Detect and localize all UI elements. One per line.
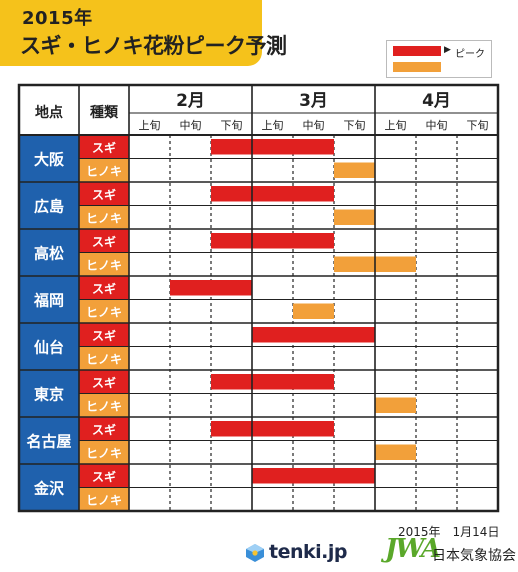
location-cell (19, 417, 79, 464)
legend-hinoki-swatch (393, 62, 441, 72)
location-label: 高松 (34, 245, 64, 263)
sugi-type-cell (79, 464, 129, 488)
period-label: 中旬 (180, 119, 202, 132)
legend-arrow-icon: ▶ (444, 45, 451, 55)
sugi-type-cell (79, 276, 129, 300)
legend-sugi-swatch (393, 46, 441, 56)
sugi-peak-bar (170, 280, 252, 296)
chart-title: スギ・ヒノキ花粉ピーク予測 (20, 34, 287, 58)
grid-row (129, 346, 498, 370)
location-cell (19, 370, 79, 417)
hinoki-peak-bar (375, 444, 416, 460)
type-label: スギ (92, 469, 116, 484)
title-banner: 2015年 スギ・ヒノキ花粉ピーク予測 (0, 0, 287, 66)
tenki-logo-icon (246, 544, 264, 562)
location-header: 地点 (35, 104, 63, 121)
sugi-type-cell (79, 229, 129, 253)
type-label: ヒノキ (86, 493, 122, 507)
type-label: ヒノキ (86, 164, 122, 178)
grid-row (129, 205, 498, 229)
hinoki-type-cell (79, 487, 129, 511)
month-label: 2月 (176, 91, 205, 111)
month-label: 4月 (422, 91, 451, 111)
location-cell (19, 276, 79, 323)
sugi-type-cell (79, 182, 129, 206)
type-label: ヒノキ (86, 305, 122, 319)
hinoki-type-cell (79, 205, 129, 229)
period-label: 上旬 (139, 119, 161, 132)
location-label: 福岡 (33, 292, 64, 310)
legend: ▶ ピーク (386, 40, 492, 78)
sugi-peak-bar (211, 421, 334, 437)
location-cell (19, 323, 79, 370)
hinoki-type-cell (79, 158, 129, 182)
title-year: 2015年 (22, 8, 93, 29)
issue-date: 2015年 1月14日 (398, 525, 500, 539)
type-label: スギ (92, 375, 116, 390)
period-label: 中旬 (303, 119, 325, 132)
table-border (17, 83, 500, 513)
type-label: ヒノキ (86, 258, 122, 272)
location-label: 仙台 (34, 339, 64, 357)
period-label: 下旬 (344, 119, 366, 132)
type-label: スギ (92, 234, 116, 249)
period-label: 下旬 (221, 119, 243, 132)
sugi-peak-bar (211, 186, 334, 202)
type-label: ヒノキ (86, 446, 122, 460)
legend-label: ピーク (455, 49, 485, 60)
sugi-peak-bar (252, 327, 375, 343)
type-label: ヒノキ (86, 399, 122, 413)
tenki-logo-text: tenki.jp (269, 541, 347, 563)
hinoki-type-cell (79, 346, 129, 370)
location-cell (19, 182, 79, 229)
header-background (19, 85, 498, 135)
hinoki-type-cell (79, 252, 129, 276)
hinoki-peak-bar (334, 209, 375, 225)
period-label: 中旬 (426, 119, 448, 132)
period-label: 上旬 (262, 119, 284, 132)
sugi-type-cell (79, 323, 129, 347)
type-label: スギ (92, 328, 116, 343)
grid-row (129, 440, 498, 464)
period-label: 上旬 (385, 119, 407, 132)
sugi-peak-bar (252, 468, 375, 484)
hinoki-type-cell (79, 393, 129, 417)
type-label: ヒノキ (86, 211, 122, 225)
location-label: 大阪 (34, 151, 65, 169)
hinoki-peak-bar (293, 303, 334, 319)
period-label: 下旬 (467, 119, 489, 132)
type-label: スギ (92, 281, 116, 296)
sugi-type-cell (79, 370, 129, 394)
location-label: 広島 (34, 198, 64, 216)
sugi-peak-bar (211, 233, 334, 249)
sugi-peak-bar (211, 139, 334, 155)
sugi-type-cell (79, 417, 129, 441)
location-cell (19, 229, 79, 276)
type-header: 種類 (90, 104, 119, 121)
month-label: 3月 (299, 91, 328, 111)
hinoki-peak-bar (375, 397, 416, 413)
grid-row (129, 487, 498, 511)
hinoki-type-cell (79, 440, 129, 464)
location-cell (19, 135, 79, 182)
type-label: スギ (92, 140, 116, 155)
type-label: スギ (92, 187, 116, 202)
location-label: 名古屋 (26, 433, 71, 451)
jwa-logo-text: JWA (385, 534, 441, 564)
grid-row (129, 393, 498, 417)
hinoki-type-cell (79, 299, 129, 323)
organization-name: 日本気象協会 (432, 548, 516, 564)
type-label: ヒノキ (86, 352, 122, 366)
type-label: スギ (92, 422, 116, 437)
location-label: 金沢 (33, 480, 65, 498)
hinoki-peak-bar (334, 162, 375, 178)
grid-row (129, 158, 498, 182)
location-label: 東京 (34, 386, 64, 404)
sugi-type-cell (79, 135, 129, 159)
grid-row (129, 252, 498, 276)
sugi-peak-bar (211, 374, 334, 390)
location-cell (19, 464, 79, 511)
jwa-logo: JWA (385, 534, 441, 568)
